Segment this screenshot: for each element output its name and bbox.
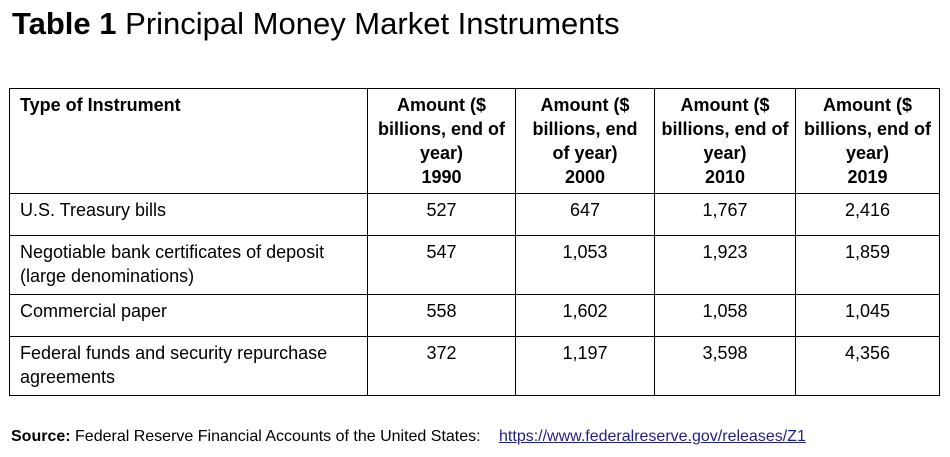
amount-cell: 1,859 xyxy=(795,235,940,295)
column-header-type: Type of Instrument xyxy=(9,88,368,194)
amount-cell: 372 xyxy=(367,336,516,396)
table-header-row: Type of Instrument Amount ($ billions, e… xyxy=(9,88,940,194)
amount-cell: 558 xyxy=(367,294,516,337)
amount-cell: 1,053 xyxy=(515,235,655,295)
column-header-amount-label: Amount ($ billions, end of year) xyxy=(804,95,931,163)
source-text: Federal Reserve Financial Accounts of th… xyxy=(75,428,481,445)
column-header-amount-label: Amount ($ billions, end of year) xyxy=(378,95,505,163)
table-row: Negotiable bank certificates of deposit … xyxy=(9,235,940,295)
instrument-name: Commercial paper xyxy=(9,294,368,337)
instrument-name: Negotiable bank certificates of deposit … xyxy=(9,235,368,295)
column-header-year: 2010 xyxy=(704,167,746,187)
column-header-year: 2019 xyxy=(847,167,888,187)
table-title-text: Principal Money Market Instruments xyxy=(125,6,620,41)
amount-cell: 547 xyxy=(367,235,516,295)
amount-cell: 3,598 xyxy=(654,336,796,396)
amount-cell: 527 xyxy=(367,193,516,236)
column-header-1990: Amount ($ billions, end of year) 1990 xyxy=(367,88,516,194)
table-row: Federal funds and security repurchase ag… xyxy=(9,336,940,396)
column-header-2019: Amount ($ billions, end of year) 2019 xyxy=(795,88,940,194)
source-note: Source: Federal Reserve Financial Accoun… xyxy=(11,427,806,447)
amount-cell: 1,767 xyxy=(654,193,796,236)
instruments-table: Type of Instrument Amount ($ billions, e… xyxy=(9,88,940,396)
instrument-name: U.S. Treasury bills xyxy=(9,193,368,236)
source-link[interactable]: https://www.federalreserve.gov/releases/… xyxy=(499,428,806,445)
amount-cell: 1,045 xyxy=(795,294,940,337)
amount-cell: 1,602 xyxy=(515,294,655,337)
page-title: Table 1 Principal Money Market Instrumen… xyxy=(12,5,620,43)
column-header-2000: Amount ($ billions, end of year) 2000 xyxy=(515,88,655,194)
amount-cell: 1,923 xyxy=(654,235,796,295)
instrument-name: Federal funds and security repurchase ag… xyxy=(9,336,368,396)
amount-cell: 647 xyxy=(515,193,655,236)
table-row: Commercial paper 558 1,602 1,058 1,045 xyxy=(9,294,940,337)
table-row: U.S. Treasury bills 527 647 1,767 2,416 xyxy=(9,193,940,236)
amount-cell: 4,356 xyxy=(795,336,940,396)
column-header-year: 2000 xyxy=(564,167,606,187)
source-label: Source: xyxy=(11,428,71,445)
column-header-amount-label: Amount ($ billions, end of year) xyxy=(532,95,638,163)
amount-cell: 2,416 xyxy=(795,193,940,236)
column-header-amount-label: Amount ($ billions, end of year) xyxy=(661,95,789,163)
column-header-2010: Amount ($ billions, end of year) 2010 xyxy=(654,88,796,194)
amount-cell: 1,058 xyxy=(654,294,796,337)
amount-cell: 1,197 xyxy=(515,336,655,396)
table-number: Table 1 xyxy=(12,6,117,41)
column-header-year: 1990 xyxy=(421,167,462,187)
